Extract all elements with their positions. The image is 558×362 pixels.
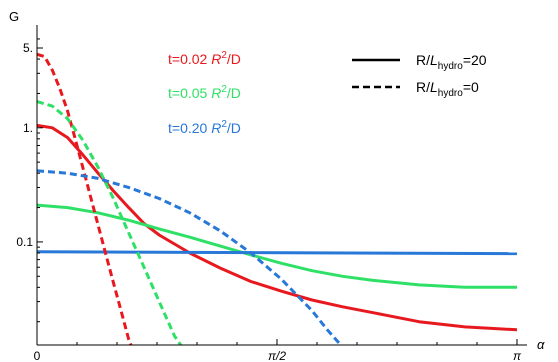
x-tick-label: π [513, 349, 522, 362]
y-axis-label: G [9, 9, 19, 24]
series-line-t002-dashed [37, 52, 133, 345]
legend-label: R/Lhydro=0 [416, 79, 479, 99]
time-label-suffix: /D [227, 51, 241, 67]
series-line-t020-solid [37, 250, 517, 256]
series-group [37, 52, 517, 345]
legend-sub: hydro [438, 88, 463, 99]
time-label-italic: R [211, 85, 221, 101]
time-label-suffix: /D [227, 120, 241, 136]
legend-post: =20 [463, 52, 487, 68]
time-label-sup: 2 [221, 119, 227, 130]
x-axis-label: α [537, 337, 545, 352]
time-label: t=0.02 R2/D [168, 50, 241, 67]
time-label-italic: R [211, 120, 221, 136]
curves-layer [37, 52, 517, 345]
x-tick-label: π/2 [268, 349, 286, 362]
legend-italic: L [430, 52, 438, 68]
time-label-sup: 2 [221, 50, 227, 61]
series-line-t020-dashed [37, 169, 343, 345]
y-tick-label: 5. [23, 41, 33, 55]
y-tick-labels: 0.1 1. 5. [16, 41, 33, 249]
x-tick-label: 0 [34, 349, 41, 362]
legend-post: =0 [463, 79, 479, 95]
legend-italic: L [430, 79, 438, 95]
legend-pre: R/ [416, 79, 430, 95]
legend: R/Lhydro=20R/Lhydro=0 [352, 52, 487, 99]
axes-layer [36, 25, 527, 346]
x-tick-labels: 0 π/2 π [34, 349, 522, 362]
y-tick-label: 1. [23, 121, 33, 135]
time-annotations: t=0.02 R2/Dt=0.05 R2/Dt=0.20 R2/D [168, 50, 241, 136]
legend-pre: R/ [416, 52, 430, 68]
legend-sub: hydro [438, 61, 463, 72]
legend-label: R/Lhydro=20 [416, 52, 487, 72]
time-label-prefix: t=0.20 [168, 120, 211, 136]
time-label-prefix: t=0.05 [168, 85, 211, 101]
time-label: t=0.05 R2/D [168, 84, 241, 101]
series-line-t005-dashed [37, 100, 183, 345]
y-tick-label: 0.1 [16, 235, 33, 249]
series-line-t002-solid [37, 123, 517, 332]
time-label: t=0.20 R2/D [168, 119, 241, 136]
time-label-prefix: t=0.02 [168, 51, 211, 67]
time-label-italic: R [211, 51, 221, 67]
time-label-sup: 2 [221, 84, 227, 95]
time-label-suffix: /D [227, 85, 241, 101]
